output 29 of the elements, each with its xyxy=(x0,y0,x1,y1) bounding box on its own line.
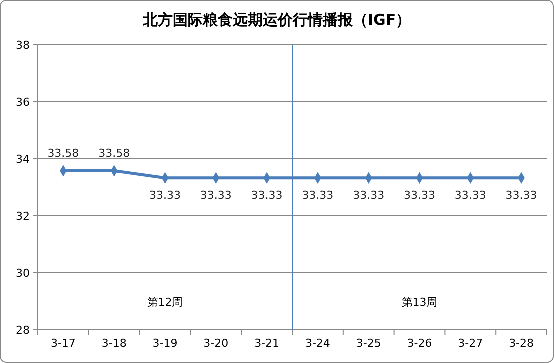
annotation: 第12周 xyxy=(147,296,184,309)
y-tick-label: 38 xyxy=(16,39,30,52)
data-label: 33.33 xyxy=(150,189,181,202)
x-tick-label: 3-26 xyxy=(407,337,432,350)
chart-title: 北方国际粮食远期运价行情播报（IGF） xyxy=(142,11,412,29)
data-label: 33.33 xyxy=(302,189,334,202)
data-label: 33.58 xyxy=(98,146,130,160)
x-tick-label: 3-20 xyxy=(204,337,229,350)
y-tick-label: 36 xyxy=(16,96,30,109)
x-tick-label: 3-19 xyxy=(152,337,178,350)
data-label: 33.33 xyxy=(404,189,436,202)
y-tick-label: 34 xyxy=(16,153,30,166)
y-tick-label: 28 xyxy=(16,324,30,337)
data-label: 33.58 xyxy=(48,146,80,160)
x-tick-label: 3-27 xyxy=(458,337,484,350)
data-label: 33.33 xyxy=(506,189,538,202)
data-label: 33.33 xyxy=(454,189,486,202)
data-label: 33.33 xyxy=(353,189,385,202)
data-label: 33.33 xyxy=(251,189,283,202)
data-label: 33.33 xyxy=(200,189,232,202)
y-tick-label: 32 xyxy=(16,210,30,223)
x-tick-label: 3-18 xyxy=(102,337,127,350)
x-tick-label: 3-25 xyxy=(356,337,382,350)
x-tick-label: 3-24 xyxy=(305,337,330,350)
x-tick-label: 3-28 xyxy=(509,337,534,350)
x-tick-label: 3-17 xyxy=(50,337,76,350)
x-tick-label: 3-21 xyxy=(254,337,280,350)
annotation: 第13周 xyxy=(402,296,438,309)
y-tick-label: 30 xyxy=(16,267,30,280)
